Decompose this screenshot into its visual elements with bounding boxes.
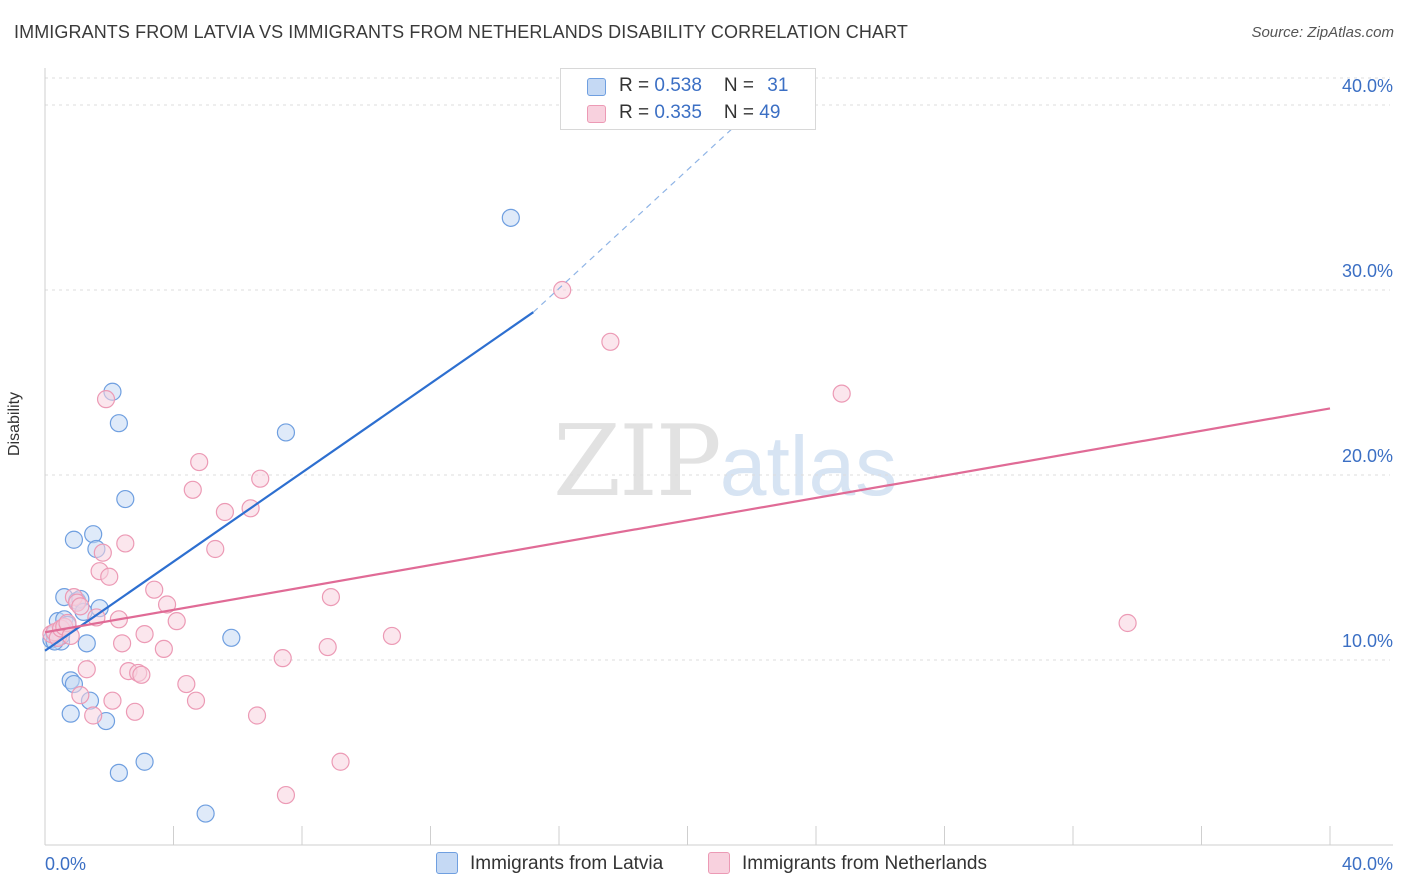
netherlands-point xyxy=(103,691,122,710)
bottom-netherlands-swatch xyxy=(708,852,730,874)
netherlands-point xyxy=(276,785,296,805)
netherlands-point xyxy=(247,706,267,725)
bottom-netherlands-label: Immigrants from Netherlands xyxy=(742,853,987,874)
netherlands-point xyxy=(135,624,154,644)
netherlands-swatch xyxy=(587,105,606,123)
latvia-point xyxy=(109,763,128,782)
netherlands-point xyxy=(331,752,350,771)
x-tick-label-0: 0.0% xyxy=(45,854,86,874)
netherlands-point xyxy=(132,665,151,684)
netherlands-point xyxy=(206,539,225,559)
latvia-point xyxy=(64,530,84,549)
bottom-latvia-swatch xyxy=(436,852,458,874)
correlation-legend: R = 0.538 N = 31 R = 0.335 N = 49 xyxy=(560,68,816,130)
latvia-point xyxy=(222,628,241,647)
netherlands-trend-line xyxy=(44,407,1331,634)
netherlands-point xyxy=(832,384,851,403)
legend-latvia-r-label: R = xyxy=(619,75,655,96)
netherlands-point xyxy=(71,686,90,705)
latvia-point xyxy=(276,423,296,442)
netherlands-point xyxy=(125,702,145,721)
netherlands-point xyxy=(190,452,209,472)
netherlands-point xyxy=(116,534,135,553)
y-tick-label-2: 30.0% xyxy=(1342,261,1393,281)
latvia-trend-line xyxy=(44,311,534,652)
netherlands-point xyxy=(186,691,206,710)
netherlands-point xyxy=(145,580,164,599)
legend-latvia-n-label: N = xyxy=(723,75,760,96)
netherlands-point xyxy=(251,469,270,488)
netherlands-point xyxy=(71,597,90,616)
legend-latvia-text: R = 0.538 N = 31 xyxy=(619,75,788,97)
legend-netherlands-n-value: 49 xyxy=(759,102,781,123)
netherlands-point xyxy=(601,332,620,351)
latvia-swatch xyxy=(587,78,606,96)
y-tick-label-1: 20.0% xyxy=(1342,446,1393,466)
netherlands-point xyxy=(96,390,116,409)
x-tick-label-1: 40.0% xyxy=(1342,854,1393,874)
latvia-point xyxy=(61,704,80,723)
netherlands-point xyxy=(321,587,341,607)
netherlands-point xyxy=(273,649,292,668)
netherlands-point xyxy=(93,543,112,562)
latvia-point xyxy=(77,634,96,653)
netherlands-point xyxy=(318,637,337,657)
netherlands-point xyxy=(183,480,202,499)
latvia-point xyxy=(135,752,154,771)
latvia-point xyxy=(501,208,520,227)
netherlands-point xyxy=(157,595,177,614)
netherlands-point xyxy=(112,634,132,653)
y-tick-label-0: 10.0% xyxy=(1342,631,1393,651)
netherlands-point xyxy=(100,567,119,586)
latvia-point xyxy=(84,525,103,544)
latvia-point xyxy=(109,414,128,433)
netherlands-point xyxy=(1118,613,1137,633)
legend-latvia-n-value: 31 xyxy=(767,75,789,96)
latvia-point xyxy=(116,489,135,509)
netherlands-point xyxy=(382,626,402,646)
bottom-latvia-label: Immigrants from Latvia xyxy=(470,853,664,874)
netherlands-point xyxy=(84,706,103,725)
chart-title: IMMIGRANTS FROM LATVIA VS IMMIGRANTS FRO… xyxy=(14,22,908,42)
bottom-legend-latvia: Immigrants from Latvia xyxy=(436,852,663,875)
legend-latvia-r-value: 0.538 xyxy=(654,75,702,96)
netherlands-point xyxy=(77,660,96,679)
watermark-zip: ZIP xyxy=(553,405,722,519)
netherlands-point xyxy=(154,639,173,659)
legend-netherlands-r-value: 0.335 xyxy=(654,102,702,123)
netherlands-point xyxy=(553,280,572,300)
source-label: Source: ZipAtlas.com xyxy=(1251,24,1394,41)
netherlands-point xyxy=(167,612,186,631)
legend-netherlands-n-label: N = xyxy=(723,102,760,123)
legend-netherlands-r-label: R = xyxy=(619,102,655,123)
latvia-point xyxy=(196,804,215,823)
watermark-atlas: atlas xyxy=(719,419,898,513)
netherlands-point xyxy=(177,674,196,694)
latvia-trend-extension xyxy=(532,95,769,313)
bottom-legend-netherlands: Immigrants from Netherlands xyxy=(708,852,987,875)
y-tick-label-3: 40.0% xyxy=(1342,76,1393,96)
netherlands-point xyxy=(215,502,234,522)
zipatlas-watermark: ZIPatlas xyxy=(553,405,897,519)
legend-netherlands-text: R = 0.335 N = 49 xyxy=(619,102,780,124)
